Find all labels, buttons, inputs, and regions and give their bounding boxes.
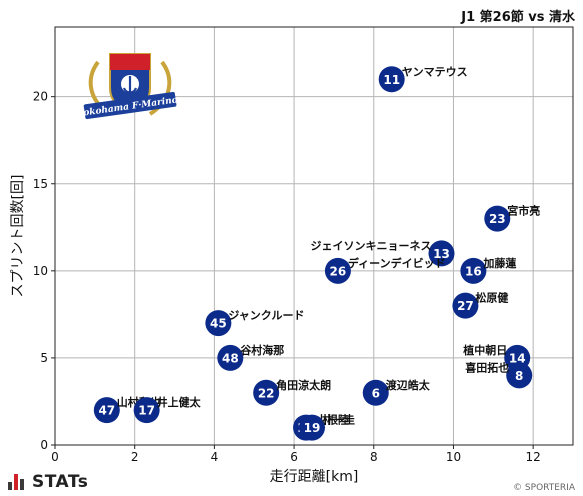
x-tick-label: 10 (446, 450, 461, 464)
point-marker (484, 205, 511, 232)
point-marker (324, 257, 351, 284)
plot-frame (54, 26, 574, 446)
copyright: © SPORTERIA (513, 483, 575, 493)
point-number: 8 (515, 369, 523, 383)
point-label: 井上健太 (157, 395, 202, 409)
point-number: 17 (138, 404, 155, 418)
y-axis-label: スプリント回数[回] (10, 175, 26, 298)
y-tick-label: 0 (40, 438, 48, 452)
point-label: 喜田拓也 (465, 360, 509, 374)
y-tick-label: 20 (33, 90, 48, 104)
axis-ticks: 0 2 4 6 8 10 12 0 5 10 15 20 (33, 90, 541, 464)
point-label: ディーンデイビッド (348, 256, 446, 270)
club-crest-icon: Yokohama F·Marinos (80, 53, 180, 119)
point-number: 11 (383, 73, 400, 87)
stats-bars-icon (8, 474, 26, 490)
data-points: 11ヤンマテウス23宮市亮13ジェイソンキニョーネス16加藤蓮26ディーンデイビ… (93, 65, 540, 441)
point-number: 13 (433, 247, 450, 261)
point-number: 23 (489, 212, 506, 226)
x-axis-label: 走行距離[km] (270, 468, 359, 485)
point-number: 45 (210, 317, 227, 331)
point-label: 山根陸 (316, 413, 349, 427)
point-number: 16 (465, 264, 482, 278)
point-marker (452, 292, 479, 319)
point-label: 宮市亮 (507, 204, 540, 218)
point-marker (362, 379, 389, 406)
point-label: 加藤蓮 (482, 256, 516, 270)
point-marker (93, 397, 120, 424)
point-number: 26 (330, 264, 347, 278)
point-marker (133, 397, 160, 424)
point-label: ヤンマテウス (402, 65, 468, 78)
point-label: ジェイソンキニョーネス (311, 239, 432, 252)
x-tick-label: 6 (290, 450, 298, 464)
point-label: ジャンクルード (228, 309, 304, 322)
x-tick-label: 8 (370, 450, 378, 464)
point-number: 27 (457, 299, 474, 313)
point-marker (217, 344, 244, 371)
point-number: 19 (304, 421, 321, 435)
point-label: 谷村海那 (240, 343, 284, 357)
y-tick-label: 15 (33, 177, 48, 191)
x-tick-label: 0 (51, 450, 59, 464)
point-number: 14 (509, 351, 526, 365)
point-label: 朴一圭 (322, 413, 355, 427)
point-marker (299, 414, 326, 441)
x-tick-label: 4 (211, 450, 219, 464)
point-label: 渡辺皓太 (386, 378, 431, 392)
data-point: 8 喜田拓也 (465, 360, 533, 389)
stats-logo: STATs (8, 472, 88, 492)
stats-brand: STATs (32, 472, 89, 492)
point-label: 松原健 (475, 291, 509, 305)
x-tick-label: 12 (526, 450, 541, 464)
point-number: 47 (98, 404, 115, 418)
point-number: 6 (372, 386, 380, 400)
point-label: 植中朝日 (462, 343, 507, 357)
y-tick-label: 5 (40, 351, 48, 365)
point-marker (205, 310, 232, 337)
y-tick-label: 10 (33, 264, 48, 278)
point-number: 48 (222, 351, 239, 365)
match-title: J1 第26節 vs 清水 (461, 10, 575, 25)
data-point: 6 渡辺皓太 (362, 378, 431, 406)
point-label: 角田涼太朗 (276, 378, 331, 392)
x-tick-label: 2 (131, 450, 139, 464)
point-marker (428, 240, 455, 267)
point-marker (378, 66, 405, 93)
point-marker (253, 379, 280, 406)
point-marker (460, 257, 487, 284)
point-marker (506, 362, 533, 389)
point-number: 22 (258, 386, 275, 400)
